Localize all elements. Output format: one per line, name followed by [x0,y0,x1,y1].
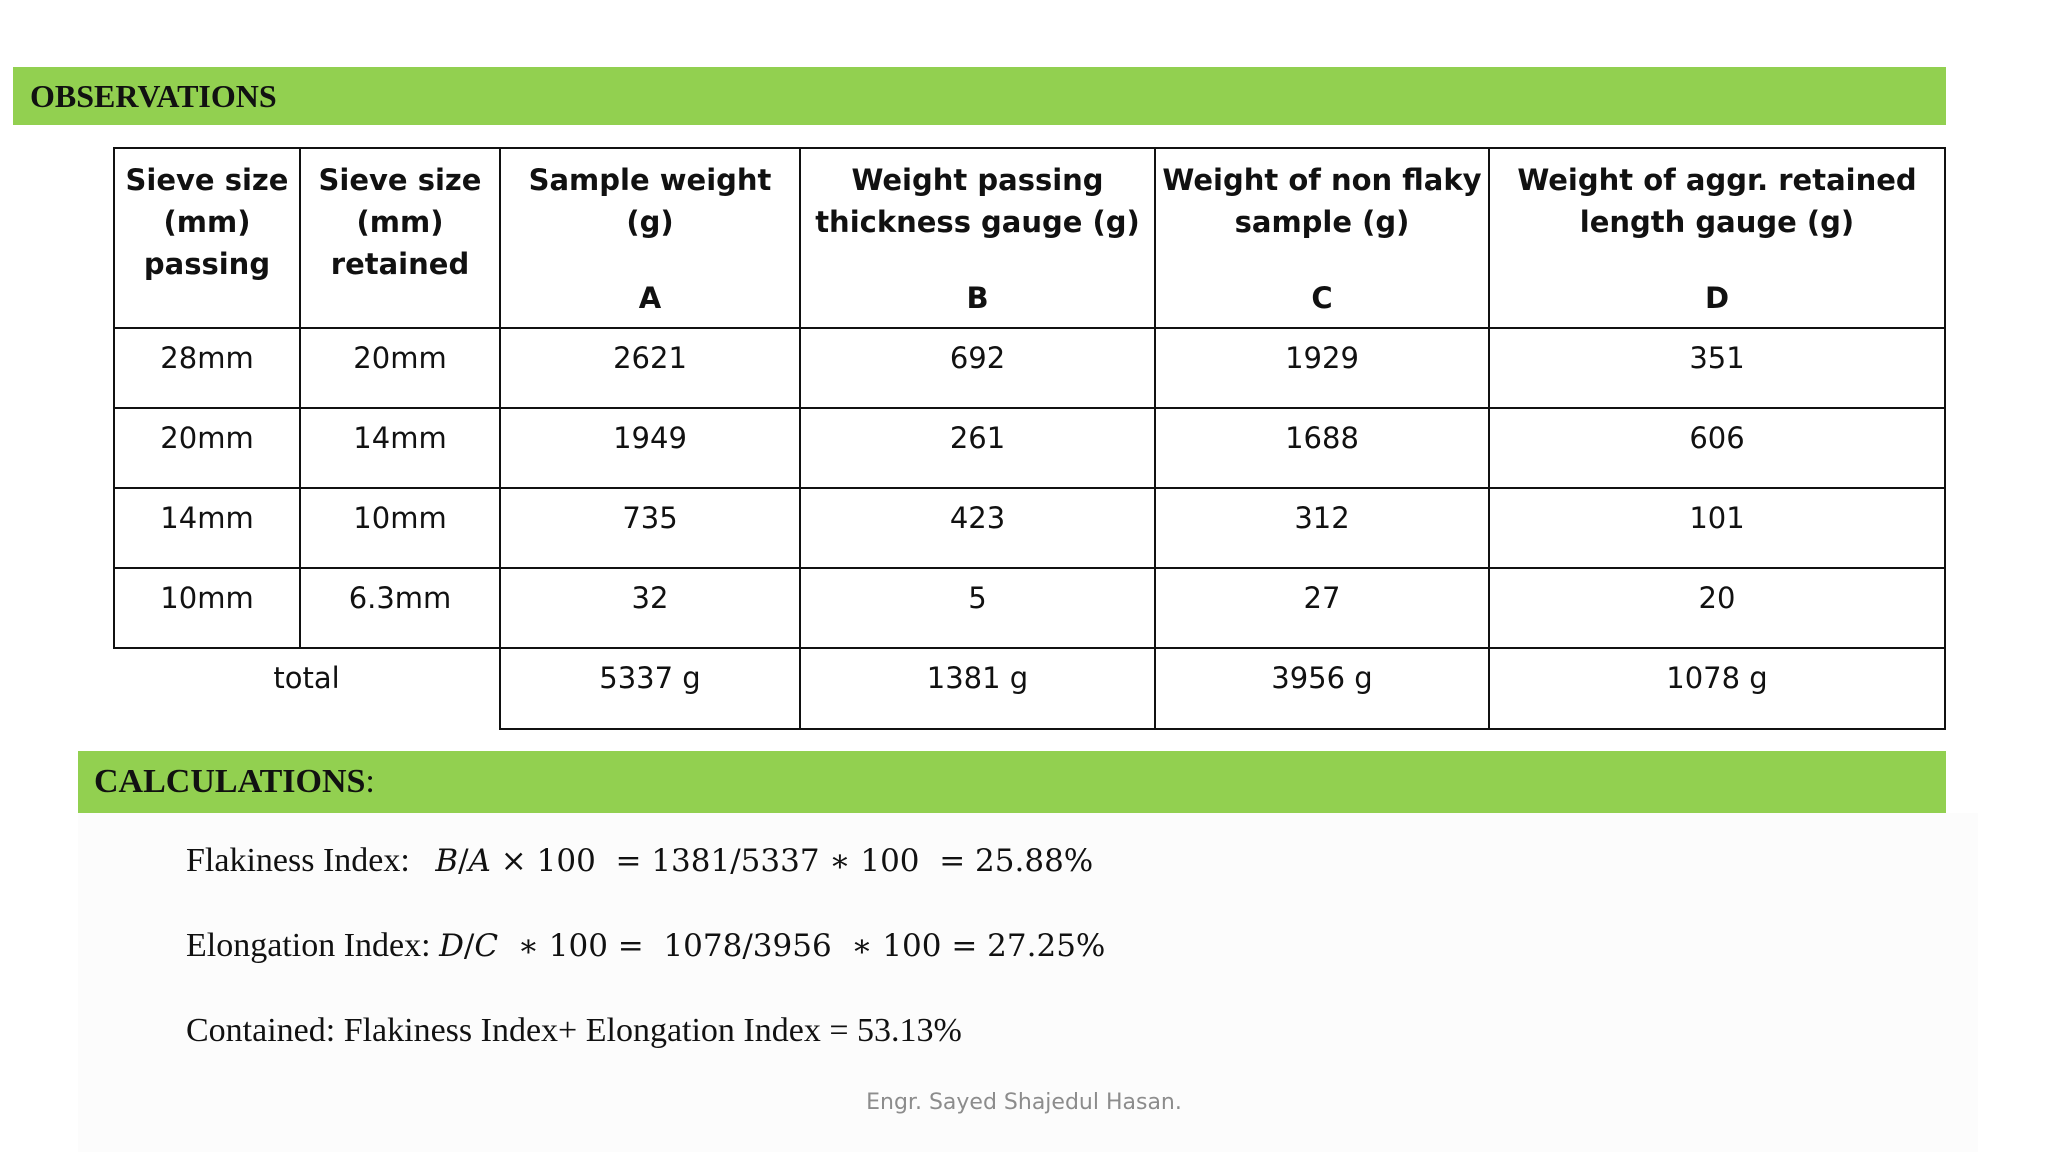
table-cell: 10mm [299,487,501,569]
header-weight-passing: Weight passing thickness gauge (g) B [799,147,1156,329]
table-cell: 606 [1488,407,1946,489]
table-cell: 351 [1488,327,1946,409]
table-row: 28mm 20mm 2621 692 1929 351 [113,327,1946,409]
header-sieve-retained: Sieve size (mm) retained [299,147,501,329]
table-cell: 20 [1488,567,1946,649]
table-row: 20mm 14mm 1949 261 1688 606 [113,407,1946,489]
table-cell: 1929 [1154,327,1490,409]
table-cell: 28mm [113,327,301,409]
header-non-flaky: Weight of non flaky sample (g) C [1154,147,1490,329]
header-letter-a: A [638,281,662,315]
header-letter-b: B [966,281,989,315]
calculations-title: CALCULATIONS [94,763,366,800]
table-cell: 14mm [299,407,501,489]
header-letter-c: C [1311,281,1333,315]
header-retained-length: Weight of aggr. retained length gauge (g… [1488,147,1946,329]
calculations-heading: CALCULATIONS: [78,751,1946,813]
table-cell: 312 [1154,487,1490,569]
header-sieve-passing: Sieve size (mm) passing [113,147,301,329]
table-cell: 735 [499,487,801,569]
table-row: 14mm 10mm 735 423 312 101 [113,487,1946,569]
observations-heading: OBSERVATIONS [13,67,1946,125]
table-row: 10mm 6.3mm 32 5 27 20 [113,567,1946,649]
elongation-index-line: Elongation Index: D/C ∗ 100 = 1078/3956 … [186,927,1106,964]
table-cell: 101 [1488,487,1946,569]
header-letter-d: D [1704,281,1730,315]
table-cell: 423 [799,487,1156,569]
flakiness-index-line: Flakiness Index: B/A × 100 = 1381/5337 ∗… [186,842,1094,879]
observations-title: OBSERVATIONS [30,77,277,114]
contained-line: Contained: Flakiness Index+ Elongation I… [186,1012,962,1049]
table-cell: 27 [1154,567,1490,649]
total-cell: 1078 g [1488,647,1946,730]
total-cell: 1381 g [799,647,1156,730]
total-cell: 5337 g [499,647,801,730]
table-cell: 6.3mm [299,567,501,649]
table-cell: 10mm [113,567,301,649]
total-label: total [114,648,501,729]
table-cell: 5 [799,567,1156,649]
author-footer: Engr. Sayed Shajedul Hasan. [866,1090,1182,1115]
table-cell: 261 [799,407,1156,489]
table-cell: 14mm [113,487,301,569]
table-cell: 32 [499,567,801,649]
table-cell: 1949 [499,407,801,489]
table-cell: 20mm [113,407,301,489]
table-cell: 20mm [299,327,501,409]
elongation-formula: ∗ 100 = 1078/3956 ∗ 100 = 27.25% [507,928,1106,964]
observations-table: Sieve size (mm) passing Sieve size (mm) … [113,147,1946,730]
table-header-row: Sieve size (mm) passing Sieve size (mm) … [113,147,1946,329]
table-cell: 1688 [1154,407,1490,489]
table-cell: 692 [799,327,1156,409]
table-total-row: total 5337 g 1381 g 3956 g 1078 g [114,647,1946,730]
flakiness-formula: × 100 = 1381/5337 ∗ 100 = 25.88% [500,843,1094,879]
table-cell: 2621 [499,327,801,409]
flakiness-label: Flakiness Index: [186,842,410,879]
total-cell: 3956 g [1154,647,1490,730]
header-sample-weight: Sample weight (g) A [499,147,801,329]
elongation-label: Elongation Index: [186,927,431,964]
calculations-panel [78,813,1978,1152]
